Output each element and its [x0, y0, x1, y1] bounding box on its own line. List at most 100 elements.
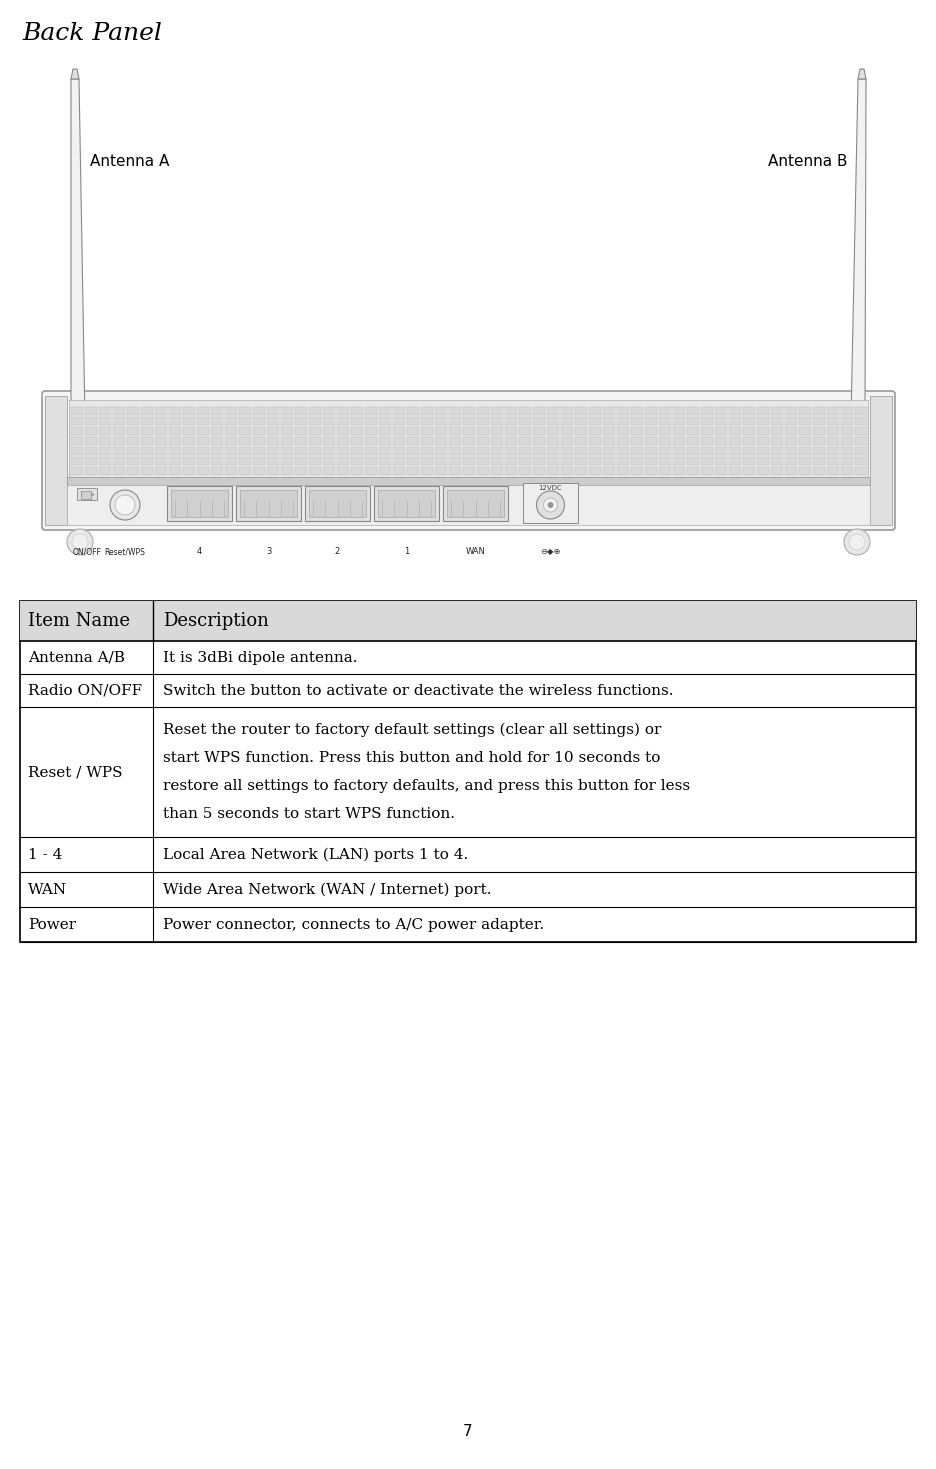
Bar: [225, 447, 237, 455]
Bar: [659, 427, 671, 435]
Bar: [71, 436, 83, 445]
Text: Local Area Network (LAN) ports 1 to 4.: Local Area Network (LAN) ports 1 to 4.: [163, 848, 468, 862]
Bar: [687, 407, 699, 416]
Text: WAN: WAN: [465, 546, 486, 555]
Bar: [99, 457, 111, 466]
Bar: [155, 407, 167, 416]
Text: than 5 seconds to start WPS function.: than 5 seconds to start WPS function.: [163, 806, 455, 821]
Bar: [687, 436, 699, 445]
Bar: [141, 407, 153, 416]
Bar: [743, 436, 755, 445]
Bar: [785, 427, 797, 435]
Bar: [533, 457, 545, 466]
Bar: [236, 486, 301, 521]
Bar: [225, 457, 237, 466]
Bar: [463, 436, 475, 445]
Bar: [351, 407, 363, 416]
Bar: [561, 417, 573, 425]
Circle shape: [67, 529, 93, 555]
Bar: [421, 447, 433, 455]
Bar: [729, 447, 741, 455]
Bar: [155, 447, 167, 455]
Bar: [197, 457, 209, 466]
Bar: [85, 417, 97, 425]
Bar: [113, 427, 125, 435]
Bar: [337, 457, 349, 466]
Bar: [491, 447, 503, 455]
Bar: [729, 457, 741, 466]
Bar: [239, 467, 251, 474]
Bar: [715, 467, 727, 474]
Bar: [393, 436, 405, 445]
Bar: [603, 417, 615, 425]
Bar: [183, 436, 195, 445]
Bar: [561, 407, 573, 416]
Bar: [631, 436, 643, 445]
Bar: [589, 436, 601, 445]
Text: WAN: WAN: [28, 883, 67, 896]
Bar: [771, 417, 783, 425]
Bar: [239, 417, 251, 425]
Bar: [309, 457, 321, 466]
Bar: [701, 457, 713, 466]
Bar: [785, 457, 797, 466]
Bar: [253, 427, 265, 435]
Bar: [435, 457, 447, 466]
Bar: [561, 427, 573, 435]
Bar: [561, 447, 573, 455]
Bar: [379, 407, 391, 416]
Bar: [267, 447, 279, 455]
Text: start WPS function. Press this button and hold for 10 seconds to: start WPS function. Press this button an…: [163, 751, 660, 765]
Bar: [771, 436, 783, 445]
Circle shape: [849, 535, 865, 549]
Text: Power: Power: [28, 918, 76, 931]
Bar: [715, 457, 727, 466]
Bar: [813, 447, 825, 455]
Bar: [673, 407, 685, 416]
Bar: [575, 447, 587, 455]
Bar: [841, 447, 853, 455]
Bar: [351, 447, 363, 455]
Bar: [505, 457, 517, 466]
Bar: [645, 467, 657, 474]
Bar: [169, 407, 181, 416]
Bar: [701, 417, 713, 425]
Text: Reset/WPS: Reset/WPS: [105, 546, 145, 555]
Bar: [463, 427, 475, 435]
Bar: [309, 417, 321, 425]
Bar: [505, 447, 517, 455]
Bar: [743, 457, 755, 466]
Bar: [374, 486, 439, 521]
Bar: [141, 436, 153, 445]
Bar: [799, 407, 811, 416]
Bar: [211, 457, 223, 466]
Bar: [617, 447, 629, 455]
Bar: [673, 427, 685, 435]
Bar: [421, 407, 433, 416]
Bar: [701, 447, 713, 455]
Bar: [71, 447, 83, 455]
Bar: [337, 436, 349, 445]
Bar: [113, 407, 125, 416]
Bar: [505, 436, 517, 445]
Bar: [799, 436, 811, 445]
Bar: [533, 427, 545, 435]
Bar: [477, 417, 489, 425]
Bar: [645, 407, 657, 416]
Bar: [757, 467, 769, 474]
Bar: [295, 427, 307, 435]
Bar: [827, 447, 839, 455]
Bar: [337, 417, 349, 425]
Bar: [575, 407, 587, 416]
Bar: [659, 447, 671, 455]
Bar: [169, 457, 181, 466]
Bar: [71, 417, 83, 425]
Bar: [575, 417, 587, 425]
Bar: [155, 467, 167, 474]
Bar: [211, 447, 223, 455]
Bar: [729, 417, 741, 425]
Bar: [155, 417, 167, 425]
Bar: [523, 483, 578, 523]
Bar: [67, 485, 870, 524]
Bar: [155, 436, 167, 445]
